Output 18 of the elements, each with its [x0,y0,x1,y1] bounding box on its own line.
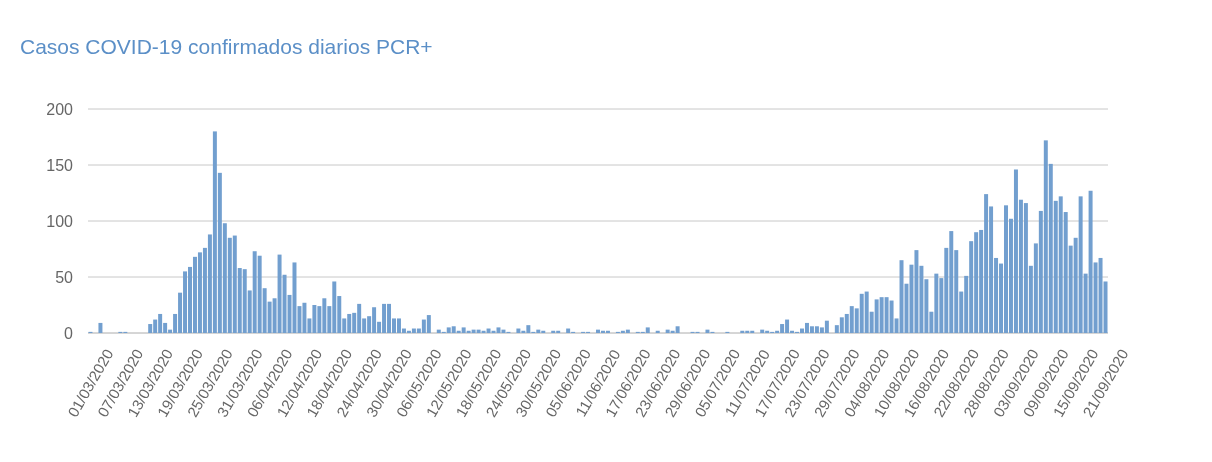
y-tick-label: 150 [46,156,74,174]
y-tick-label: 200 [46,100,74,118]
bar [899,260,904,333]
chart-title: Casos COVID-19 confirmados diarios PCR+ [20,35,433,58]
bar [496,327,501,333]
bar [426,315,431,333]
bar [645,327,650,333]
bar [98,322,103,333]
bar [824,320,829,333]
bar [148,324,153,333]
y-tick-label: 0 [64,324,74,342]
bar [292,262,297,333]
bar [625,329,630,333]
bar [705,329,710,333]
bar [760,329,765,333]
bar [675,326,680,333]
y-tick-label: 50 [55,268,74,286]
y-tick-label: 100 [46,212,74,230]
